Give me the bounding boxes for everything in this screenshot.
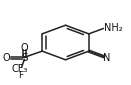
Text: CF₃: CF₃ xyxy=(11,64,28,74)
Text: S: S xyxy=(21,53,28,63)
Text: NH₂: NH₂ xyxy=(104,23,123,33)
Text: N: N xyxy=(103,53,111,63)
Text: O: O xyxy=(3,53,10,63)
Text: F: F xyxy=(18,71,23,80)
Text: O: O xyxy=(21,43,28,53)
